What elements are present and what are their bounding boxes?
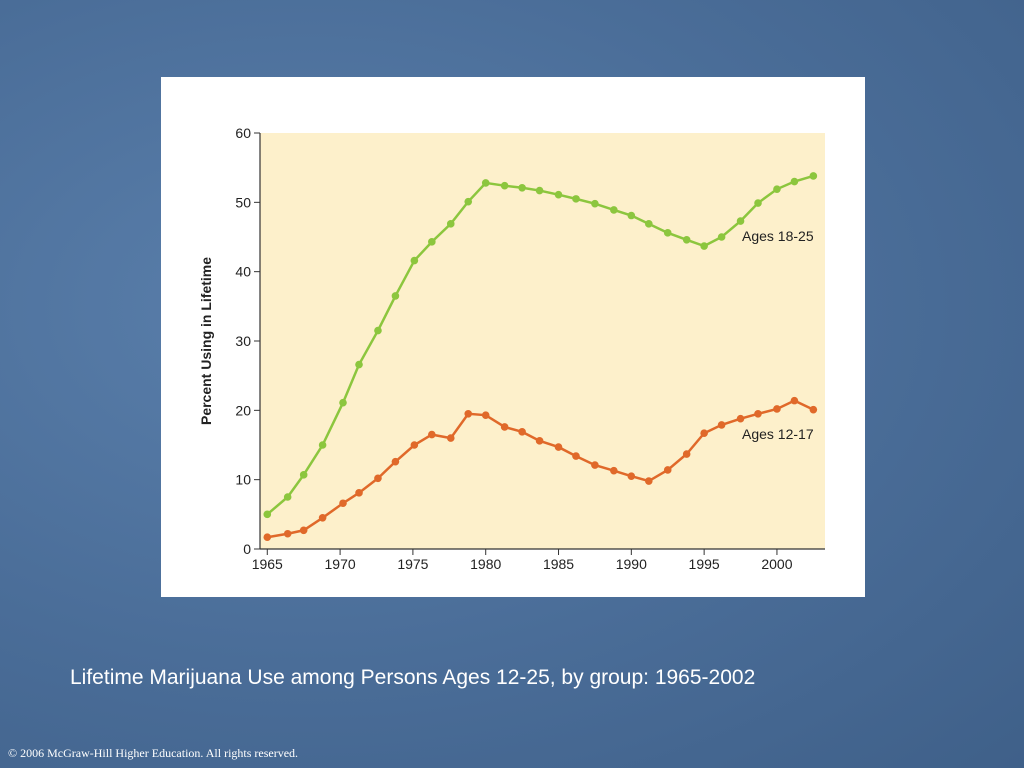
data-point bbox=[318, 514, 327, 522]
plot-background bbox=[260, 133, 825, 549]
y-axis-label: Percent Using in Lifetime bbox=[198, 257, 214, 425]
data-point bbox=[410, 256, 419, 265]
x-tick-label: 1975 bbox=[397, 556, 428, 572]
data-point bbox=[446, 434, 455, 442]
data-point bbox=[591, 461, 599, 469]
data-point bbox=[355, 360, 363, 369]
data-point bbox=[518, 183, 526, 192]
x-tick-label: 1985 bbox=[543, 556, 574, 572]
data-point bbox=[591, 199, 599, 208]
data-point bbox=[682, 450, 691, 458]
data-point bbox=[736, 217, 745, 225]
y-tick-label: 10 bbox=[235, 472, 251, 488]
data-point bbox=[717, 233, 726, 241]
data-point bbox=[263, 533, 272, 542]
data-point bbox=[464, 410, 473, 418]
data-point bbox=[682, 235, 691, 244]
data-point bbox=[263, 510, 272, 519]
data-point bbox=[610, 466, 618, 475]
data-point bbox=[428, 238, 436, 246]
series-label: Ages 12-17 bbox=[742, 426, 814, 442]
data-point bbox=[299, 471, 308, 479]
data-point bbox=[754, 199, 762, 207]
y-tick-label: 60 bbox=[235, 125, 251, 141]
data-point bbox=[645, 220, 653, 228]
data-point bbox=[809, 405, 818, 414]
x-tick-label: 1965 bbox=[252, 556, 283, 572]
data-point bbox=[446, 220, 455, 228]
data-point bbox=[410, 441, 419, 449]
data-point bbox=[554, 443, 563, 451]
data-point bbox=[754, 410, 762, 418]
y-tick-label: 30 bbox=[235, 333, 251, 349]
data-point bbox=[717, 421, 726, 429]
data-point bbox=[283, 493, 292, 501]
y-tick-label: 40 bbox=[235, 264, 251, 280]
data-point bbox=[318, 441, 327, 449]
data-point bbox=[500, 423, 509, 431]
data-point bbox=[355, 489, 363, 497]
data-point bbox=[790, 177, 799, 186]
data-point bbox=[572, 195, 580, 203]
data-point bbox=[700, 429, 708, 438]
data-point bbox=[464, 197, 473, 206]
y-tick-label: 20 bbox=[235, 402, 251, 418]
data-point bbox=[283, 529, 292, 538]
y-tick-label: 0 bbox=[243, 541, 251, 557]
data-point bbox=[627, 472, 636, 481]
data-point bbox=[339, 398, 347, 407]
x-tick-label: 1995 bbox=[689, 556, 720, 572]
data-point bbox=[481, 411, 490, 419]
data-point bbox=[736, 414, 745, 423]
data-point bbox=[554, 190, 563, 199]
data-point bbox=[610, 206, 618, 214]
x-tick-label: 2000 bbox=[761, 556, 792, 572]
data-point bbox=[663, 466, 672, 474]
data-point bbox=[627, 211, 636, 220]
data-point bbox=[299, 526, 308, 535]
data-point bbox=[391, 457, 400, 466]
x-tick-label: 1990 bbox=[616, 556, 647, 572]
data-point bbox=[428, 430, 436, 439]
copyright: © 2006 McGraw-Hill Higher Education. All… bbox=[8, 746, 299, 760]
data-point bbox=[663, 229, 672, 237]
x-tick-label: 1970 bbox=[325, 556, 356, 572]
y-tick-label: 50 bbox=[235, 194, 251, 210]
data-point bbox=[535, 186, 544, 195]
data-point bbox=[809, 172, 818, 180]
x-tick-label: 1980 bbox=[470, 556, 501, 572]
data-point bbox=[391, 292, 400, 300]
data-point bbox=[535, 437, 544, 445]
data-point bbox=[374, 474, 382, 483]
caption: Lifetime Marijuana Use among Persons Age… bbox=[70, 666, 756, 689]
data-point bbox=[773, 185, 781, 193]
data-point bbox=[645, 477, 653, 485]
data-point bbox=[374, 326, 382, 335]
data-point bbox=[339, 499, 347, 508]
data-point bbox=[500, 181, 509, 190]
data-point bbox=[773, 405, 781, 413]
series-label: Ages 18-25 bbox=[742, 228, 814, 244]
data-point bbox=[572, 452, 580, 460]
data-point bbox=[518, 428, 526, 436]
data-point bbox=[790, 396, 799, 405]
data-point bbox=[700, 242, 708, 250]
data-point bbox=[481, 179, 490, 187]
